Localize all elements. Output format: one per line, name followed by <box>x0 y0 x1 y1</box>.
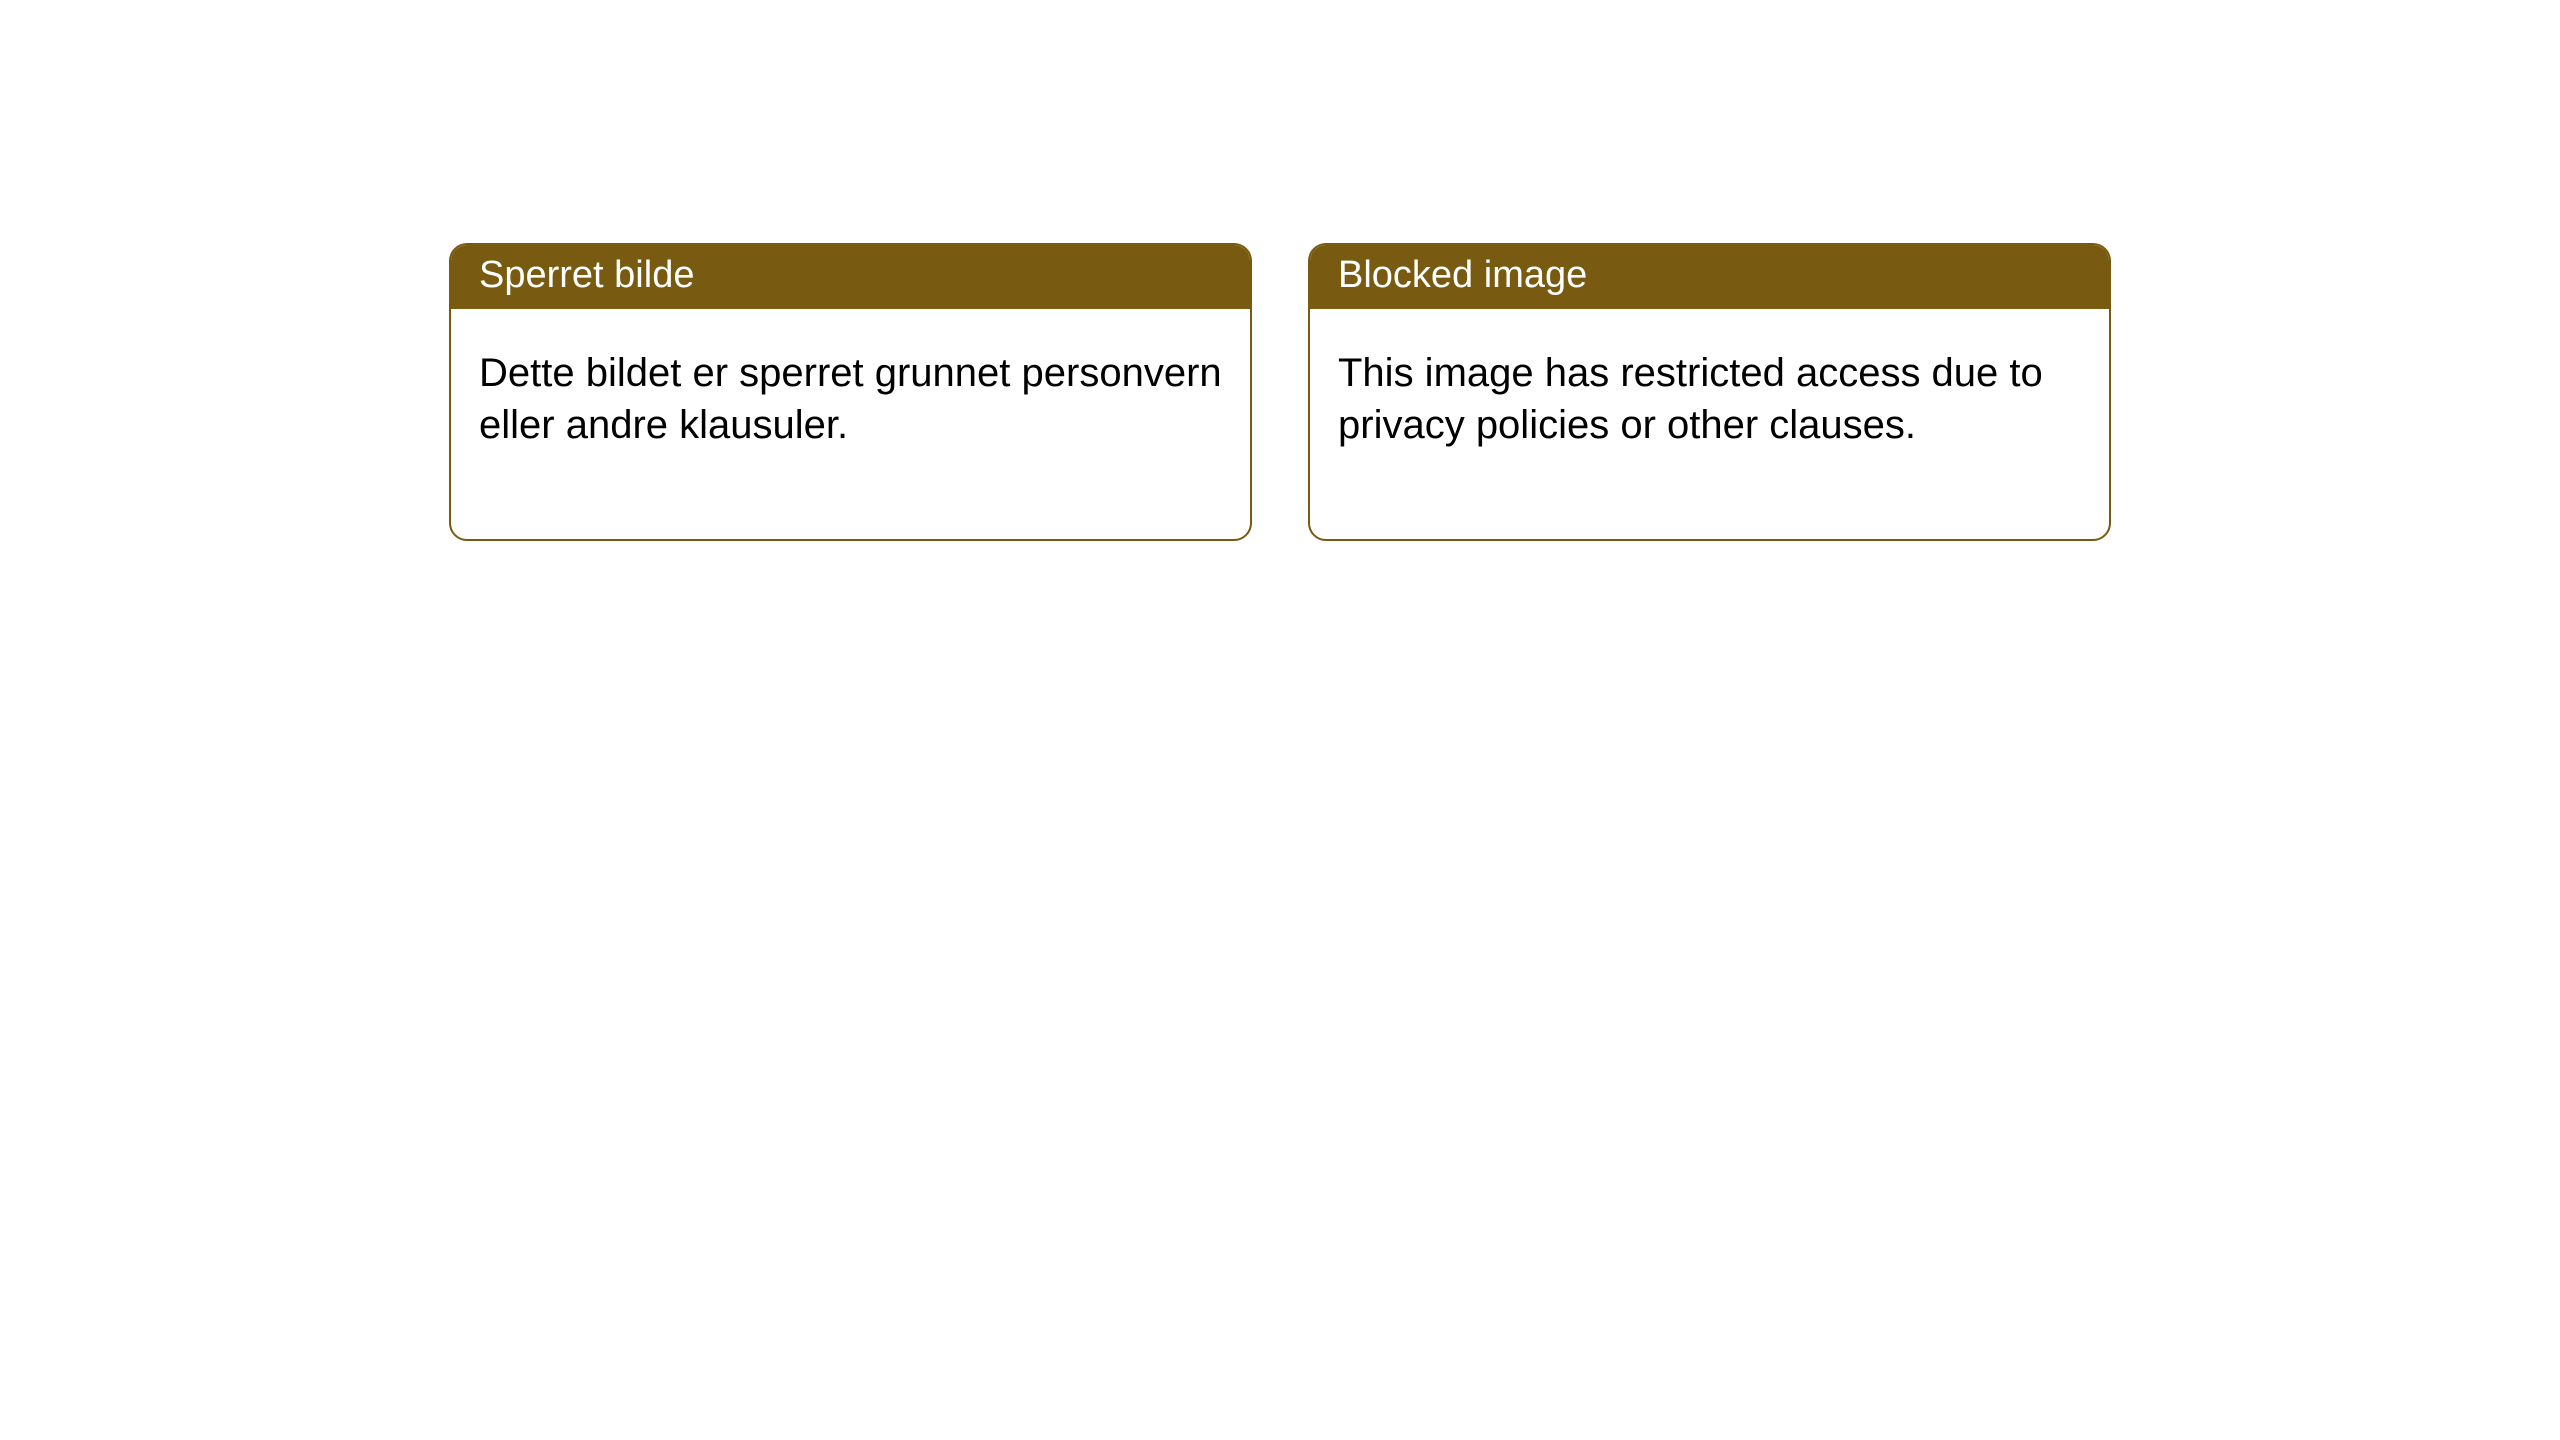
card-body: This image has restricted access due to … <box>1310 309 2109 539</box>
card-header: Sperret bilde <box>451 245 1250 309</box>
notice-card-norwegian: Sperret bilde Dette bildet er sperret gr… <box>449 243 1252 541</box>
notice-card-english: Blocked image This image has restricted … <box>1308 243 2111 541</box>
card-header: Blocked image <box>1310 245 2109 309</box>
card-body: Dette bildet er sperret grunnet personve… <box>451 309 1250 539</box>
notice-cards-container: Sperret bilde Dette bildet er sperret gr… <box>449 243 2111 541</box>
